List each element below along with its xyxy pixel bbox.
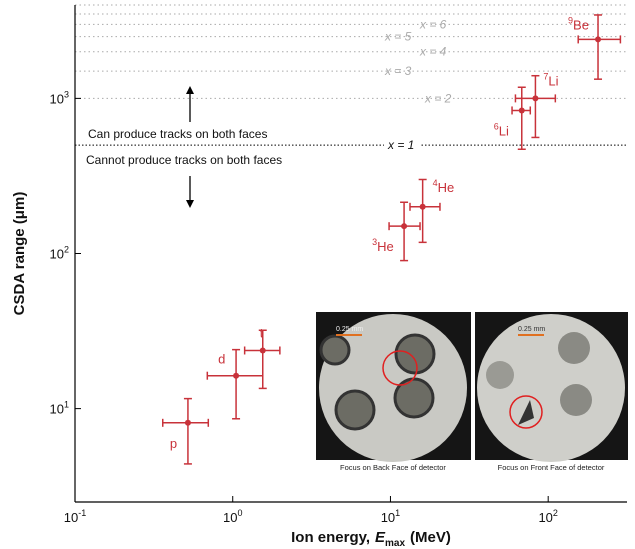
x-tick-label: 10-1 [64, 508, 86, 525]
x-axis-title-subscript: max [385, 538, 405, 549]
point [233, 372, 240, 379]
point-label: 6Li [494, 121, 509, 138]
x-tick-label-base: 10 [381, 510, 395, 525]
highlight-circle [509, 395, 543, 429]
y-tick-label: 101 [50, 400, 69, 417]
threshold-label: x = 1 [387, 138, 414, 152]
y-tick-label-exponent: 2 [64, 245, 69, 255]
layer-label: x = 4 [419, 45, 447, 59]
label-background [384, 138, 420, 153]
point-label-superscript: 7 [543, 71, 548, 81]
point [518, 107, 525, 114]
y-tick-label-base: 10 [50, 91, 64, 106]
x-axis-title-variable: E [375, 529, 386, 546]
point [259, 347, 266, 354]
layer-label: x = 6 [419, 17, 447, 31]
layer-label: x = 3 [384, 64, 412, 78]
annotation: Cannot produce tracks on both faces [86, 153, 282, 167]
x-axis-title: Ion energy, Emax (MeV) [291, 529, 451, 549]
y-tick-label-base: 10 [50, 402, 64, 417]
point-label-superscript: 3 [372, 237, 377, 247]
track [394, 333, 436, 375]
point [532, 95, 539, 102]
y-tick-label: 103 [50, 89, 69, 106]
point-label-text: Be [573, 17, 589, 32]
y-tick-label-exponent: 1 [64, 400, 69, 410]
x-tick-label: 101 [381, 508, 400, 525]
point [595, 36, 602, 43]
point-label-text: d [218, 352, 225, 367]
y-tick-label-base: 10 [50, 247, 64, 262]
layer-label: x = 5 [384, 30, 412, 44]
x-tick-label-base: 10 [538, 510, 552, 525]
x-tick-label: 100 [223, 508, 242, 525]
annotation: Can produce tracks on both faces [88, 127, 267, 141]
track [393, 377, 435, 419]
x-axis-title-unit: (MeV) [410, 529, 451, 546]
point-label-text: Li [548, 73, 558, 88]
y-tick-label: 102 [50, 245, 69, 262]
track [319, 334, 351, 366]
inset: 0.25 mm 0.25 mm Focus on Back Face of de… [316, 312, 628, 472]
scale-label: 0.25 mm [336, 326, 363, 333]
point-label-superscript: 9 [568, 15, 573, 25]
point-label: d [218, 352, 225, 367]
point-label: p [170, 436, 177, 451]
x-tick-label-exponent: 2 [553, 508, 558, 518]
x-tick-label-exponent: -1 [78, 508, 86, 518]
y-axis-title: CSDA range (μm) [11, 192, 28, 316]
x-tick-label-exponent: 1 [395, 508, 400, 518]
inset-caption: Focus on Front Face of detector [498, 463, 605, 472]
point [419, 203, 426, 210]
point-label: 3He [372, 237, 394, 254]
point-label-superscript: 4 [433, 178, 438, 188]
point-label: 9Be [568, 15, 589, 32]
point-label: t [260, 325, 264, 340]
track [334, 389, 376, 431]
point [184, 419, 191, 426]
point-label-text: Li [499, 123, 509, 138]
highlight-circle [382, 350, 418, 386]
track-tip [518, 400, 534, 425]
point-label: 7Li [543, 71, 558, 88]
layer-label: x = 2 [424, 91, 452, 105]
x-tick-label-base: 10 [223, 510, 237, 525]
inset-caption: Focus on Back Face of detector [340, 463, 446, 472]
arrow-head [186, 200, 194, 208]
scale-label: 0.25 mm [518, 326, 545, 333]
point-label-text: p [170, 436, 177, 451]
track [560, 384, 592, 416]
x-axis-title-text: Ion energy, [291, 529, 370, 546]
y-tick-label-exponent: 3 [64, 89, 69, 99]
track [558, 332, 590, 364]
x-tick-label-exponent: 0 [237, 508, 242, 518]
x-tick-label: 102 [538, 508, 557, 525]
point-label-text: He [438, 180, 455, 195]
point [401, 223, 408, 230]
point-label-text: t [260, 325, 264, 340]
arrow-head [186, 86, 194, 94]
x-tick-label-base: 10 [64, 510, 78, 525]
point-label-superscript: 6 [494, 121, 499, 131]
point-label: 4He [433, 178, 455, 195]
track [486, 361, 514, 389]
point-label-text: He [377, 239, 394, 254]
